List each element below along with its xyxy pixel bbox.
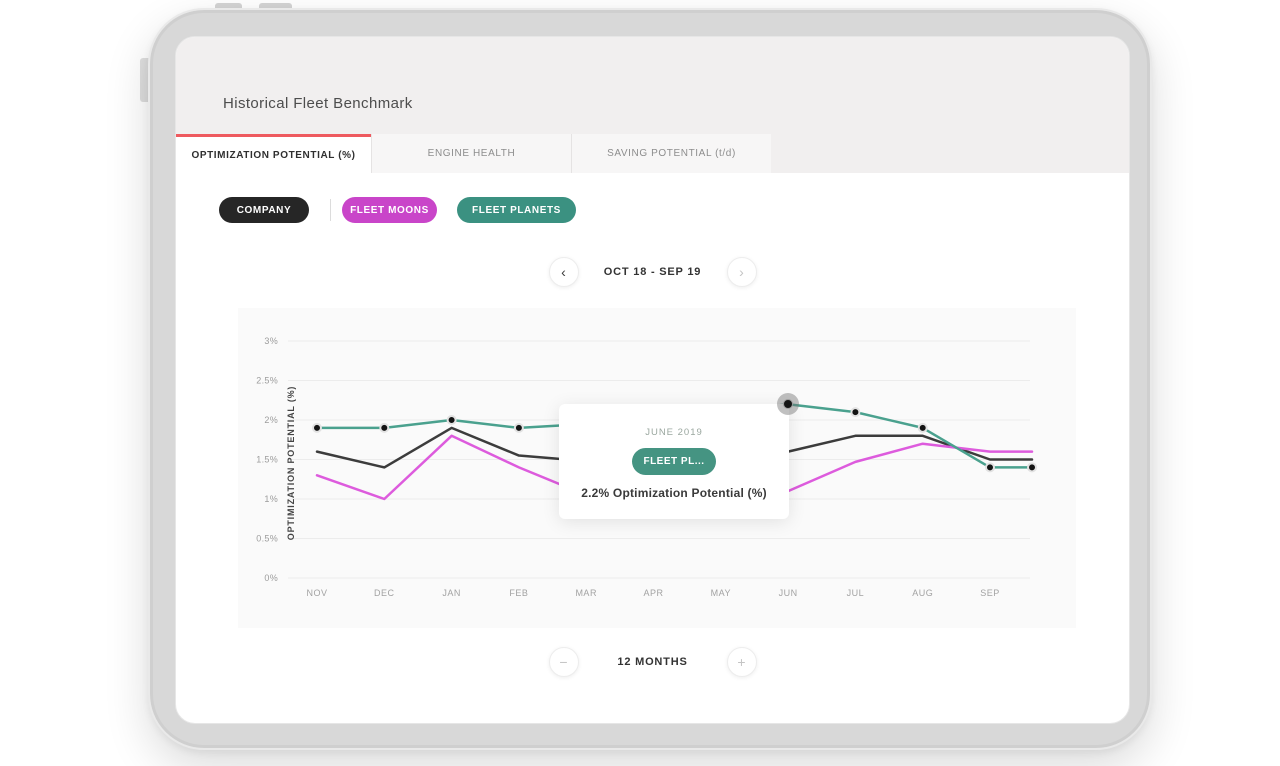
svg-text:FEB: FEB	[509, 588, 528, 598]
series-filter-row: COMPANY FLEET MOONS FLEET PLANETS	[219, 197, 576, 223]
chart-area[interactable]: OPTIMIZATION POTENTIAL (%) 3% 2.5% 2% 1.5% 1…	[238, 308, 1076, 628]
prev-period-button[interactable]: ‹	[548, 257, 579, 287]
svg-text:0.5%: 0.5%	[256, 534, 278, 544]
svg-text:APR: APR	[643, 588, 663, 598]
pill-divider	[330, 199, 331, 221]
months-increase-button[interactable]: +	[726, 647, 757, 677]
svg-text:0%: 0%	[264, 573, 278, 583]
data-point-dot	[783, 399, 793, 409]
svg-text:DEC: DEC	[374, 588, 395, 598]
tooltip-series-pill: FLEET PL...	[632, 448, 716, 475]
svg-text:1%: 1%	[264, 494, 278, 504]
months-range-nav: − 12 MONTHS +	[176, 647, 1129, 677]
tooltip-date: JUNE 2019	[645, 427, 703, 438]
svg-text:JUL: JUL	[847, 588, 865, 598]
tab-optimization-potential[interactable]: OPTIMIZATION POTENTIAL (%)	[176, 134, 371, 173]
fleet-planets-pill[interactable]: FLEET PLANETS	[457, 197, 576, 223]
svg-text:1.5%: 1.5%	[256, 455, 278, 465]
svg-text:JAN: JAN	[442, 588, 461, 598]
months-label: 12 MONTHS	[617, 656, 688, 668]
chevron-right-icon: ›	[739, 264, 744, 280]
svg-text:2.5%: 2.5%	[256, 376, 278, 386]
y-axis-label: OPTIMIZATION POTENTIAL (%)	[286, 385, 296, 541]
svg-text:MAY: MAY	[711, 588, 731, 598]
tab-saving-potential[interactable]: SAVING POTENTIAL (t/d)	[571, 134, 771, 173]
tab-engine-health[interactable]: ENGINE HEALTH	[371, 134, 571, 173]
fleet-moons-pill[interactable]: FLEET MOONS	[342, 197, 437, 223]
svg-text:SEP: SEP	[980, 588, 1000, 598]
chart-tooltip: JUNE 2019 FLEET PL... 2.2% Optimization …	[559, 404, 789, 519]
app-screen: Historical Fleet Benchmark OPTIMIZATION …	[175, 36, 1130, 724]
minus-icon: −	[559, 654, 568, 670]
svg-text:2%: 2%	[264, 415, 278, 425]
svg-text:AUG: AUG	[912, 588, 933, 598]
months-decrease-button[interactable]: −	[548, 647, 579, 677]
next-period-button[interactable]: ›	[726, 257, 757, 287]
tablet-frame: Historical Fleet Benchmark OPTIMIZATION …	[148, 8, 1152, 750]
date-range-nav: ‹ OCT 18 - SEP 19 ›	[176, 257, 1129, 287]
svg-text:3%: 3%	[264, 336, 278, 346]
tab-bar: OPTIMIZATION POTENTIAL (%) ENGINE HEALTH…	[176, 134, 771, 173]
page-title: Historical Fleet Benchmark	[223, 95, 413, 112]
side-button	[140, 58, 150, 102]
tooltip-value: 2.2% Optimization Potential (%)	[581, 486, 767, 500]
highlighted-data-point	[777, 393, 799, 415]
chevron-left-icon: ‹	[561, 264, 566, 280]
svg-text:NOV: NOV	[306, 588, 327, 598]
svg-text:JUN: JUN	[779, 588, 798, 598]
date-range-label: OCT 18 - SEP 19	[603, 266, 702, 278]
plus-icon: +	[737, 654, 746, 670]
svg-text:MAR: MAR	[575, 588, 597, 598]
company-pill[interactable]: COMPANY	[219, 197, 309, 223]
